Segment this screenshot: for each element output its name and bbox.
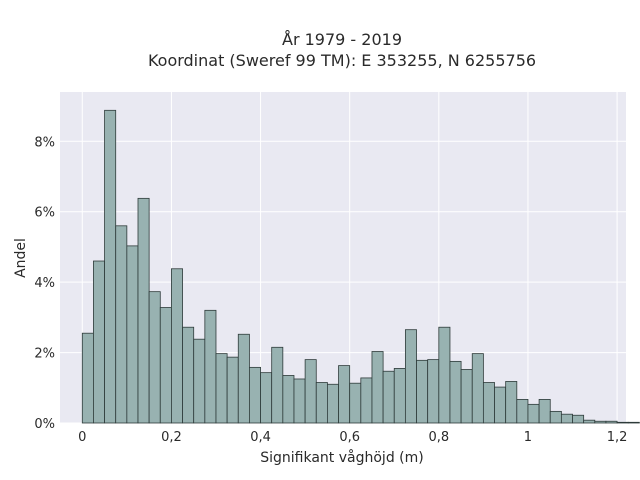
histogram-bar [159, 307, 172, 424]
histogram-bar [304, 359, 317, 424]
x-tick-label: 1 [524, 430, 532, 445]
histogram-bar [382, 370, 395, 424]
x-tick-label: 0,2 [161, 430, 182, 445]
histogram-bar [349, 382, 362, 424]
histogram-bar [416, 359, 429, 424]
histogram-bar [215, 353, 228, 424]
histogram-bar [315, 382, 328, 424]
histogram-bar [193, 338, 206, 424]
chart-title-line1: År 1979 - 2019 [282, 30, 402, 49]
histogram-bar [449, 360, 462, 424]
histogram-bar [104, 109, 117, 424]
x-tick-label: 0,4 [250, 430, 271, 445]
histogram-bar [371, 351, 384, 424]
histogram-bar [505, 381, 518, 424]
histogram-bar [226, 356, 239, 424]
histogram-bar [282, 375, 295, 424]
x-axis-label: Signifikant våghöjd (m) [260, 449, 423, 466]
histogram-bar [404, 329, 417, 424]
histogram-bar [538, 399, 551, 424]
chart-title-line2: Koordinat (Sweref 99 TM): E 353255, N 62… [148, 51, 536, 70]
histogram-bar [93, 260, 105, 424]
y-tick-label: 2% [34, 347, 55, 362]
histogram-bar [527, 403, 540, 424]
histogram-bar [249, 366, 261, 424]
bars [81, 109, 640, 424]
histogram-bar [360, 377, 373, 424]
histogram-bar [338, 365, 351, 424]
y-axis-label: Andel [13, 238, 29, 278]
histogram-bar [560, 413, 573, 424]
histogram-bar [327, 383, 339, 424]
histogram-bar [148, 291, 161, 424]
histogram-bar [137, 197, 150, 424]
histogram-bar [516, 399, 529, 424]
y-tick-label: 4% [34, 276, 55, 291]
x-tick-label: 0 [78, 430, 86, 445]
x-tick-label: 0,6 [339, 430, 360, 445]
histogram-bar [482, 382, 495, 424]
histogram-bar [393, 368, 406, 424]
histogram-bar [460, 369, 473, 424]
y-tick-label: 0% [34, 417, 55, 432]
histogram-bar [115, 225, 128, 424]
y-tick-label: 8% [34, 135, 55, 150]
histogram-bar [204, 309, 217, 424]
histogram-bar [260, 372, 273, 424]
y-tick-label: 6% [34, 206, 55, 221]
histogram-bar [427, 359, 440, 424]
histogram-bar [616, 421, 629, 424]
histogram-bar [583, 419, 596, 424]
histogram-bar [182, 326, 195, 424]
y-axis-ticks: 0% 2% 4% 6% 8% [34, 135, 55, 432]
histogram-bar [237, 333, 250, 424]
histogram-bar [81, 332, 94, 424]
x-tick-label: 1,2 [607, 430, 628, 445]
histogram-bar [605, 420, 618, 424]
histogram-bar [126, 245, 139, 424]
x-tick-label: 0,8 [428, 430, 449, 445]
histogram-bar [572, 414, 585, 424]
histogram-bar [271, 346, 284, 424]
histogram-bar [471, 353, 484, 424]
histogram-bar [549, 410, 562, 424]
histogram-bar [438, 326, 451, 424]
histogram-bar [494, 386, 507, 424]
histogram-bar [171, 268, 183, 424]
histogram-bar [627, 421, 640, 424]
x-axis-ticks: 0 0,2 0,4 0,6 0,8 1 1,2 [78, 430, 627, 445]
histogram-bar [594, 420, 607, 424]
histogram-bar [293, 378, 306, 424]
